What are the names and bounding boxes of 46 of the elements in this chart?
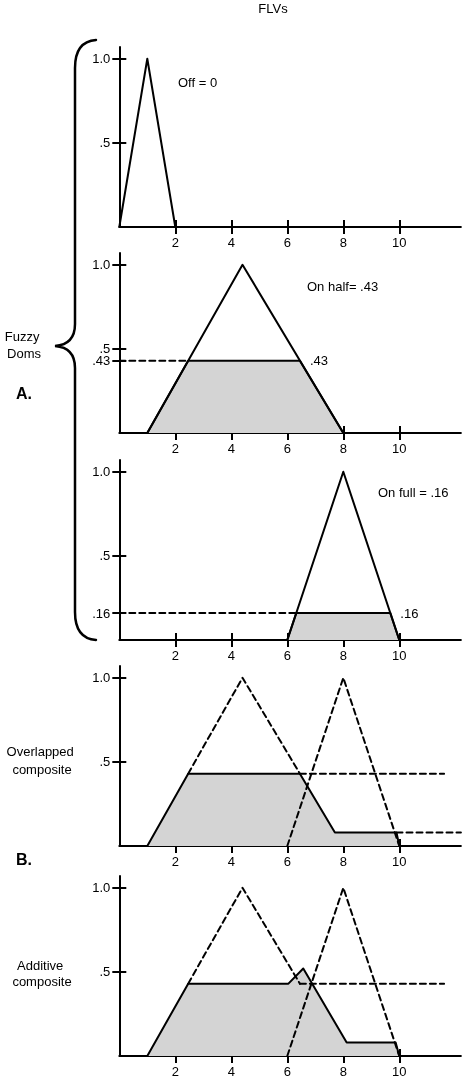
x-tick-label: 2 [171,853,179,869]
x-tick-label: 10 [392,648,407,663]
x-tick-label: 2 [171,648,179,663]
annotation: On half= .43 [307,279,379,295]
x-tick-label: 4 [227,235,235,250]
y-axis-title: Overlapped composite [6,743,78,777]
x-tick-label: 8 [339,1063,347,1079]
y-tick-label: 1.0 [92,51,111,67]
chart-title: FLVs [258,1,289,16]
y-tick-label: 1.0 [92,257,111,273]
x-tick-label: 4 [227,441,235,457]
annotation: .43 [309,353,328,369]
annotation: Off = 0 [178,74,218,90]
y-tick-label: .5 [99,135,111,151]
annotation: On full = .16 [378,484,449,500]
x-tick-label: 8 [339,648,347,663]
x-tick-label: 8 [339,441,347,457]
x-tick-label: 6 [283,235,291,250]
x-tick-label: 6 [283,853,291,869]
x-tick-label: 10 [392,235,407,250]
x-tick-label: 6 [283,1063,291,1079]
y-tick-label: 1.0 [92,669,111,685]
y-tick-label: .5 [99,548,111,564]
x-tick-label: 8 [339,235,347,250]
y-tick-label: 1.0 [92,464,111,480]
x-tick-label: 2 [171,235,179,250]
x-tick-label: 4 [227,648,235,663]
x-tick-label: 10 [392,853,407,869]
annotation: .16 [400,605,419,621]
y-tick-label: .5 [99,964,111,980]
text: A. [16,385,32,403]
y-tick-label: .16 [92,605,111,621]
x-tick-label: 8 [339,853,347,869]
x-tick-label: 4 [227,853,235,869]
y-axis-title: Additive composite [12,957,72,989]
x-tick-label: 2 [171,441,179,457]
x-tick-label: 10 [392,1063,407,1079]
y-axis-title: Fuzzy Doms [4,329,44,361]
text: B. [16,850,32,868]
x-tick-label: 2 [171,1063,179,1079]
x-tick-label: 6 [283,648,291,663]
x-tick-label: 6 [283,441,291,457]
y-tick-label: .5 [99,754,111,770]
x-tick-label: 10 [392,441,407,457]
x-tick-label: 4 [227,1063,235,1079]
y-tick-label: 1.0 [92,879,111,895]
